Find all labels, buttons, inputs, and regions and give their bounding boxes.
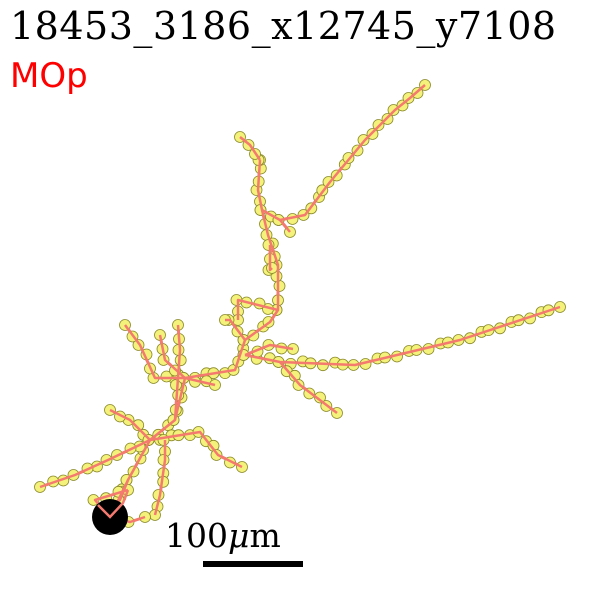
region-label: MOp [10,56,88,96]
neurite-branch-overlay [149,430,243,469]
neurite-branch-overlay [268,245,273,272]
scale-bar [203,561,303,567]
scale-bar-label: 100μm [165,516,281,555]
neurite-branch-overlay [153,440,167,516]
neurite-branch-overlay [173,324,182,421]
neurite-branch-overlay [239,136,262,161]
neurite-branch-overlay [279,84,426,222]
neurite-branch-overlay [244,305,561,367]
neurite-branch-overlay [244,343,294,357]
neurite-branch-overlay [236,298,279,320]
sample-node [132,419,145,432]
scale-value: 100 [165,516,228,555]
figure-title: 18453_3186_x12745_y7108 [10,4,557,48]
scale-unit-suffix: m [249,516,281,555]
sample-node [273,280,286,292]
sample-node [316,359,329,372]
neurite-branch-overlay [124,324,185,380]
neurite-branch-overlay [184,376,216,387]
neurite-branch-overlay [279,361,338,414]
neurite-branch-overlay [39,438,151,489]
neurite-branch-overlay [158,334,186,379]
soma-branch [97,489,130,519]
neurite-branch-overlay [109,408,151,441]
neurite-branch-overlay [225,318,246,341]
neurite-branch-overlay [108,159,280,518]
scale-unit-prefix: μ [228,516,250,555]
